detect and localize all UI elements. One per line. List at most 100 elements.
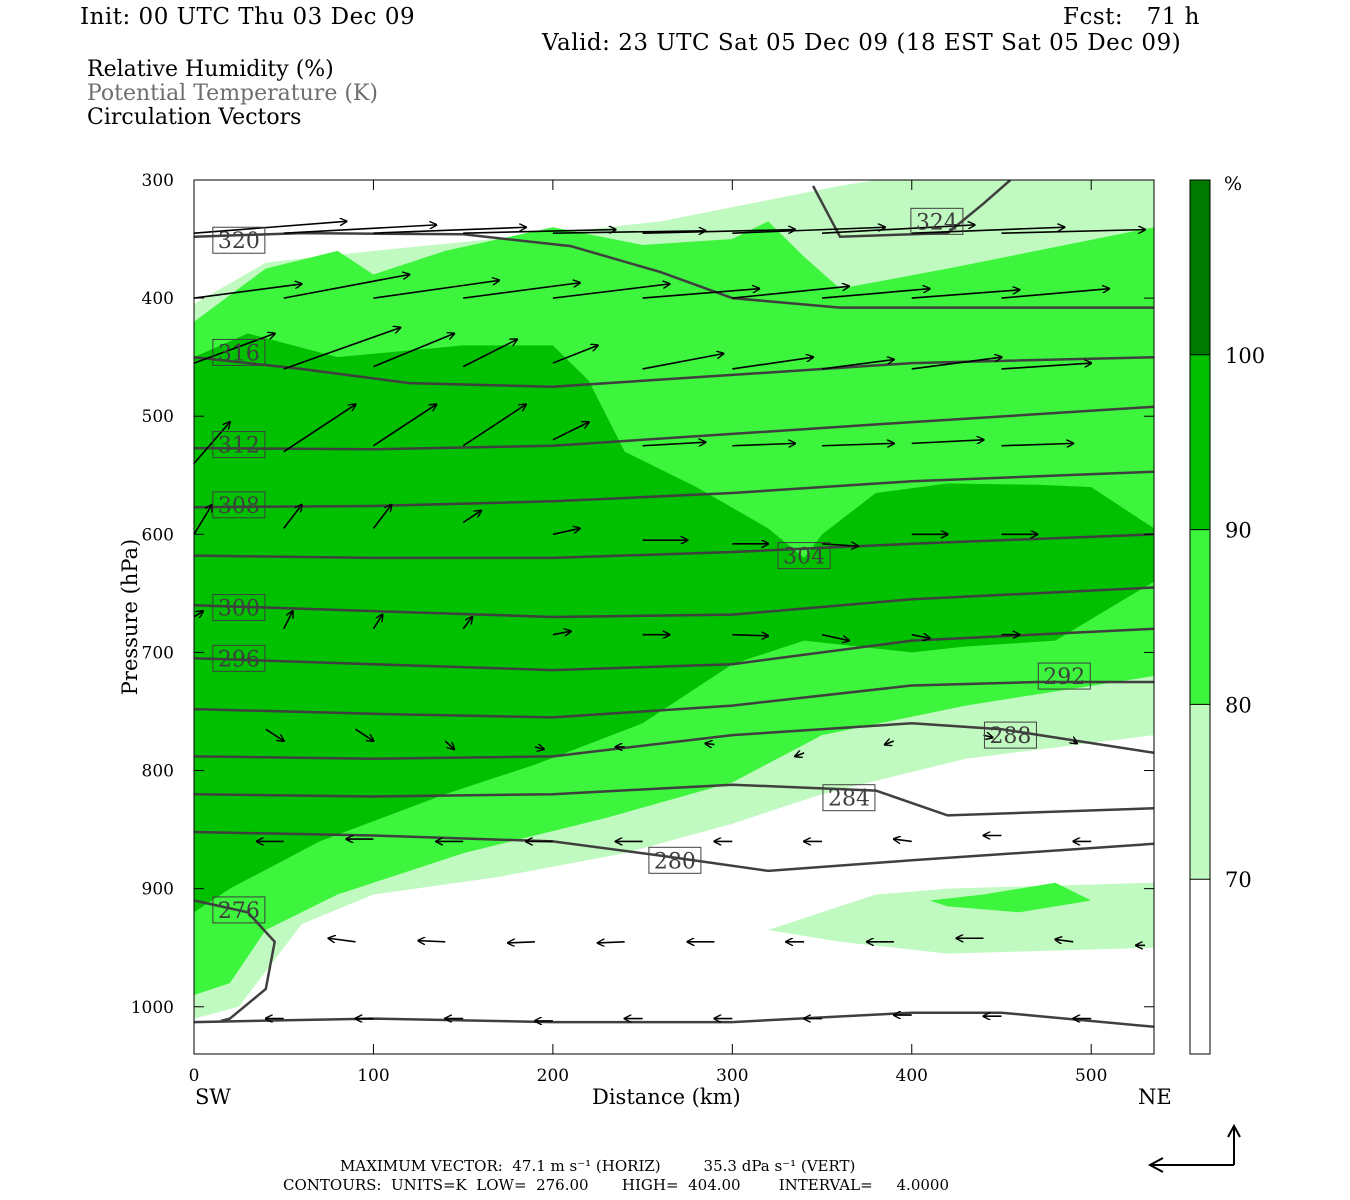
circulation-vector [329,938,356,942]
circulation-vector [194,611,203,617]
colorbar-segment [1190,529,1210,705]
contour-label-box [822,784,876,812]
legend-potential-temperature: Potential Temperature (K) [87,81,378,106]
circulation-vector [1073,741,1077,743]
circulation-vector [1001,363,1091,370]
contour-label-box [1037,662,1091,690]
circulation-vector [821,633,849,641]
contour-label: 292 [1043,665,1085,690]
contour-label-box [212,226,266,254]
circulation-vector [463,230,616,234]
plot-frame [193,179,1155,1055]
contour-label: 324 [916,210,958,235]
circulation-vector [283,274,410,299]
theta-contour-324 [811,180,1012,238]
x-axis-title: Distance (km) [592,1085,741,1109]
theta-contour-304 [194,533,1154,560]
contour-label-box [983,721,1037,749]
circulation-vector [552,284,670,299]
theta-contour-312 [194,405,1154,451]
circulation-vector [732,227,885,234]
circulation-vector [642,289,760,299]
x-end-label-ne: NE [1138,1085,1172,1109]
colorbar-unit: % [1224,173,1242,195]
circulation-vector [463,283,580,299]
circulation-vector [598,942,625,943]
colorbar-label: 70 [1225,868,1252,892]
contour-label-box [212,896,266,924]
y-tick-label: 400 [142,289,174,309]
contour-label: 276 [218,899,260,924]
colorbar-frame [1189,179,1211,1055]
y-tick-label: 500 [142,407,174,427]
circulation-vector [1001,289,1109,299]
circulation-vector [552,528,580,536]
circulation-vector [821,544,858,546]
valid-time: Valid: 23 UTC Sat 05 Dec 09 (18 EST Sat … [542,30,1182,56]
circulation-vector [1055,939,1074,941]
circulation-vector [373,227,526,234]
contour-label: 304 [783,545,825,570]
y-tick-label: 900 [142,880,174,900]
contour-label: 296 [218,647,260,672]
x-tick-label: 0 [189,1066,200,1086]
circulation-vector [795,753,805,757]
contour-info-note: CONTOURS: UNITS=K LOW= 276.00 HIGH= 404.… [283,1176,949,1194]
circulation-vector [283,611,293,630]
circulation-vector [372,404,436,447]
x-tick-label: 100 [357,1066,389,1086]
y-tick-label: 300 [142,171,174,191]
y-tick-label: 600 [142,525,174,545]
circulation-vector [983,735,993,737]
circulation-vector [732,635,768,636]
colorbar-segment [1190,354,1210,530]
circulation-vector [462,404,526,447]
circulation-vector [894,839,912,841]
circulation-vector [534,747,544,749]
reference-vector-icon [1147,1123,1241,1173]
circulation-vector [552,345,598,364]
contour-label: 320 [218,229,260,254]
circulation-vector [373,334,454,368]
circulation-vector [821,360,894,370]
colorbar-segment [1190,180,1210,355]
circulation-vector [732,286,849,299]
contour-label: 280 [654,849,696,874]
circulation-vector [194,284,302,299]
circulation-vector [372,615,382,630]
y-tick-label: 800 [142,762,174,782]
circulation-vector [508,942,535,943]
theta-contour-316 [194,355,1154,388]
circulation-vector [194,505,212,535]
circulation-vector [462,617,472,630]
y-tick-label: 700 [142,643,174,663]
circulation-vector [732,357,813,370]
theta-contour-280 [194,830,1154,873]
circulation-vector [194,334,275,364]
colorbar-label: 100 [1225,344,1265,368]
circulation-vector [283,505,302,529]
theta-contour-292 [194,680,1154,719]
y-tick-label: 1000 [131,998,174,1018]
contour-label-box [212,644,266,672]
circulation-vector [1001,443,1073,445]
theta-contour-308 [194,470,1154,509]
contour-label: 312 [218,434,260,459]
contour-label: 288 [989,724,1031,749]
contour-label-box [212,338,266,366]
circulation-vector [705,743,715,744]
contour-label-box [212,594,266,622]
rh-region-90-2 [194,333,1154,913]
circulation-vector [552,422,589,441]
circulation-vector [642,354,724,370]
circulation-vector [372,505,391,529]
colorbar-segment [1190,704,1210,880]
x-end-label-sw: SW [195,1085,231,1109]
circulation-vector [821,225,975,234]
circulation-vector [194,422,230,464]
circulation-vector [822,443,894,445]
y-axis-title: Pressure (hPa) [118,538,142,696]
theta-contour-296 [194,627,1154,672]
legend-relative-humidity: Relative Humidity (%) [87,57,334,82]
